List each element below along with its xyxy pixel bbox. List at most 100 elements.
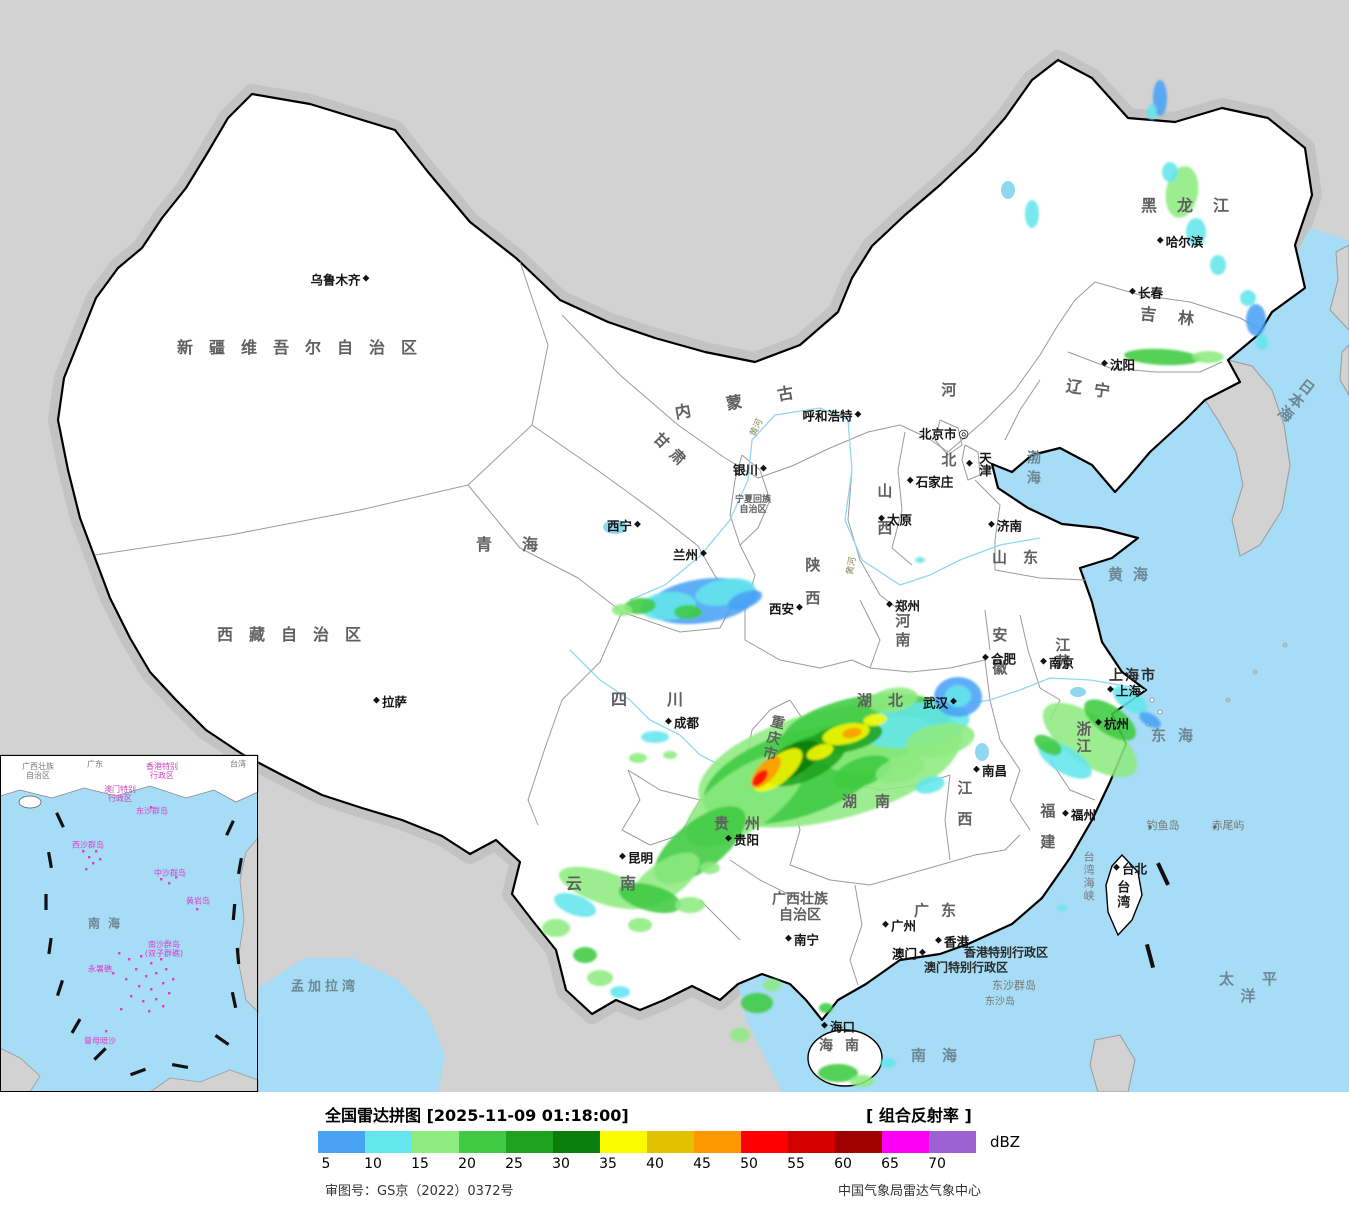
boundary-dash [1156, 862, 1170, 886]
city-label-呼和浩特: 呼和浩特 ◆ [803, 406, 862, 425]
city-marker-icon: ◆ [1062, 808, 1069, 819]
inset-label: 南沙群岛 (双子群礁) [144, 940, 184, 958]
city-name: 合肥 [990, 651, 1016, 667]
province-label: 山东 [991, 548, 1055, 567]
city-label-银川: 银川 ◆ [733, 460, 767, 479]
small-label: 赤尾屿 [1211, 818, 1245, 832]
boundary-dash [171, 1063, 189, 1069]
city-name: 武汉 [923, 695, 949, 711]
island-dot [118, 952, 121, 955]
inset-label: 南海 [87, 916, 129, 931]
province-label: 云南 [565, 874, 675, 894]
city-name: 郑州 [894, 598, 920, 614]
island-dot [165, 968, 168, 971]
legend-value: 35 [599, 1156, 617, 1172]
province-label: 浙江 [1074, 721, 1093, 755]
inset-label: 广东 [87, 759, 103, 769]
japan-coast-sliver-2 [1339, 344, 1349, 396]
radar-echo [880, 1058, 896, 1068]
province-label: 河北 [939, 382, 958, 522]
city-marker-icon: ◆ [796, 602, 803, 613]
radar-echo [641, 731, 669, 743]
inset-nine-dash-line [44, 812, 243, 1077]
city-label-天津: ◆ 天津 [966, 452, 994, 477]
radar-echo [1192, 351, 1224, 363]
inset-island-dots [82, 806, 199, 1033]
map-labels-layer: 新疆维吾尔自治区 西藏自治区 青海 甘肃 内蒙古 黑龙江 吉林 辽宁 河北 山西 山东 陕西 河南 江苏安… [22, 197, 1326, 1064]
legend-color-20 [459, 1131, 506, 1153]
boundary-dash [235, 947, 241, 965]
city-label-南宁: ◆ 南宁 [785, 930, 819, 949]
city-name: 香港 [943, 934, 969, 950]
legend-color-45 [694, 1131, 741, 1153]
city-marker-icon: ◆ [1107, 684, 1114, 695]
island-dot [82, 850, 85, 853]
radar-echo [1240, 290, 1256, 306]
dbz-scale-values: 5 10 15 20 25 30 35 40 45 50 55 60 65 70 [0, 1156, 1349, 1174]
radar-echo [674, 605, 702, 619]
dbz-color-scale [318, 1131, 976, 1153]
boundary-dash [230, 991, 238, 1009]
legend-value: 25 [505, 1156, 523, 1172]
island-dot [150, 806, 153, 809]
province-label: 福建 [1038, 803, 1057, 865]
city-marker-icon: ◆ [700, 548, 707, 559]
city-label-广州: ◆ 广州 [882, 916, 916, 935]
legend-color-65 [882, 1131, 929, 1153]
legend-value: 40 [646, 1156, 664, 1172]
city-marker-icon: ◆ [906, 475, 914, 486]
luzon-land [1089, 1034, 1136, 1092]
radar-echo [727, 590, 763, 610]
province-label: 上海市 [1109, 668, 1157, 685]
city-marker-icon: ◆ [966, 458, 973, 469]
island-dot [135, 968, 138, 971]
radar-echo [700, 862, 720, 874]
city-name: 天津 [976, 451, 992, 477]
legend-footer: 全国雷达拼图 [2025-11-09 01:18:00] [ 组合反射率 ] d… [0, 1092, 1349, 1208]
sea-label: 东海 [1150, 726, 1206, 745]
legend-color-60 [835, 1131, 882, 1153]
province-label: 新疆维吾尔自治区 [176, 338, 434, 358]
island-dot [145, 975, 148, 978]
province-boundaries [94, 261, 1263, 986]
city-label-成都: ◆ 成都 [665, 713, 699, 732]
inset-label: 广西壮族 自治区 [22, 762, 54, 780]
city-name: 哈尔滨 [1165, 234, 1204, 250]
boundary-dash [70, 1018, 82, 1034]
island-dot [162, 982, 165, 985]
boundary-dash [231, 903, 237, 921]
radar-echo [1025, 200, 1039, 228]
legend-color-10 [365, 1131, 412, 1153]
map-title: 全国雷达拼图 [2025-11-09 01:18:00] [325, 1106, 629, 1125]
sea-label: 渤海 [1024, 450, 1041, 490]
city-name: 福州 [1070, 807, 1096, 823]
sea-label: 孟加拉湾 [290, 979, 360, 995]
city-label-长春: ◆ 长春 [1129, 283, 1163, 302]
city-name: 贵阳 [733, 832, 759, 848]
city-label-乌鲁木齐: 乌鲁木齐 ◆ [311, 270, 370, 289]
sea-label: 日本海 [1274, 375, 1326, 432]
city-name: 西宁 [607, 518, 633, 534]
legend-value: 45 [693, 1156, 711, 1172]
island-dot [105, 1030, 108, 1033]
island-dot [168, 992, 171, 995]
boundary-dash [44, 894, 48, 910]
city-name: 广州 [890, 918, 916, 934]
city-marker-icon: ◆ [665, 716, 672, 727]
province-label: 吉林 [1139, 304, 1217, 331]
radar-echo [663, 751, 677, 759]
island-dot [148, 1010, 151, 1013]
city-label-兰州: 兰州 ◆ [673, 545, 707, 564]
island-dot [112, 972, 115, 975]
radar-echo [915, 557, 925, 563]
legend-color-25 [506, 1131, 553, 1153]
city-name: 乌鲁木齐 [310, 272, 361, 288]
legend-value: 55 [787, 1156, 805, 1172]
city-label-福州: ◆ 福州 [1062, 805, 1096, 824]
city-name: 澳门 [892, 946, 918, 962]
city-label-西安: 西安 ◆ [769, 599, 803, 618]
boundary-dash [1144, 943, 1156, 969]
city-label-上海: ◆ 上海 [1107, 681, 1141, 700]
inset-label: 永暑礁 [88, 964, 112, 974]
boundary-dash [237, 857, 243, 875]
